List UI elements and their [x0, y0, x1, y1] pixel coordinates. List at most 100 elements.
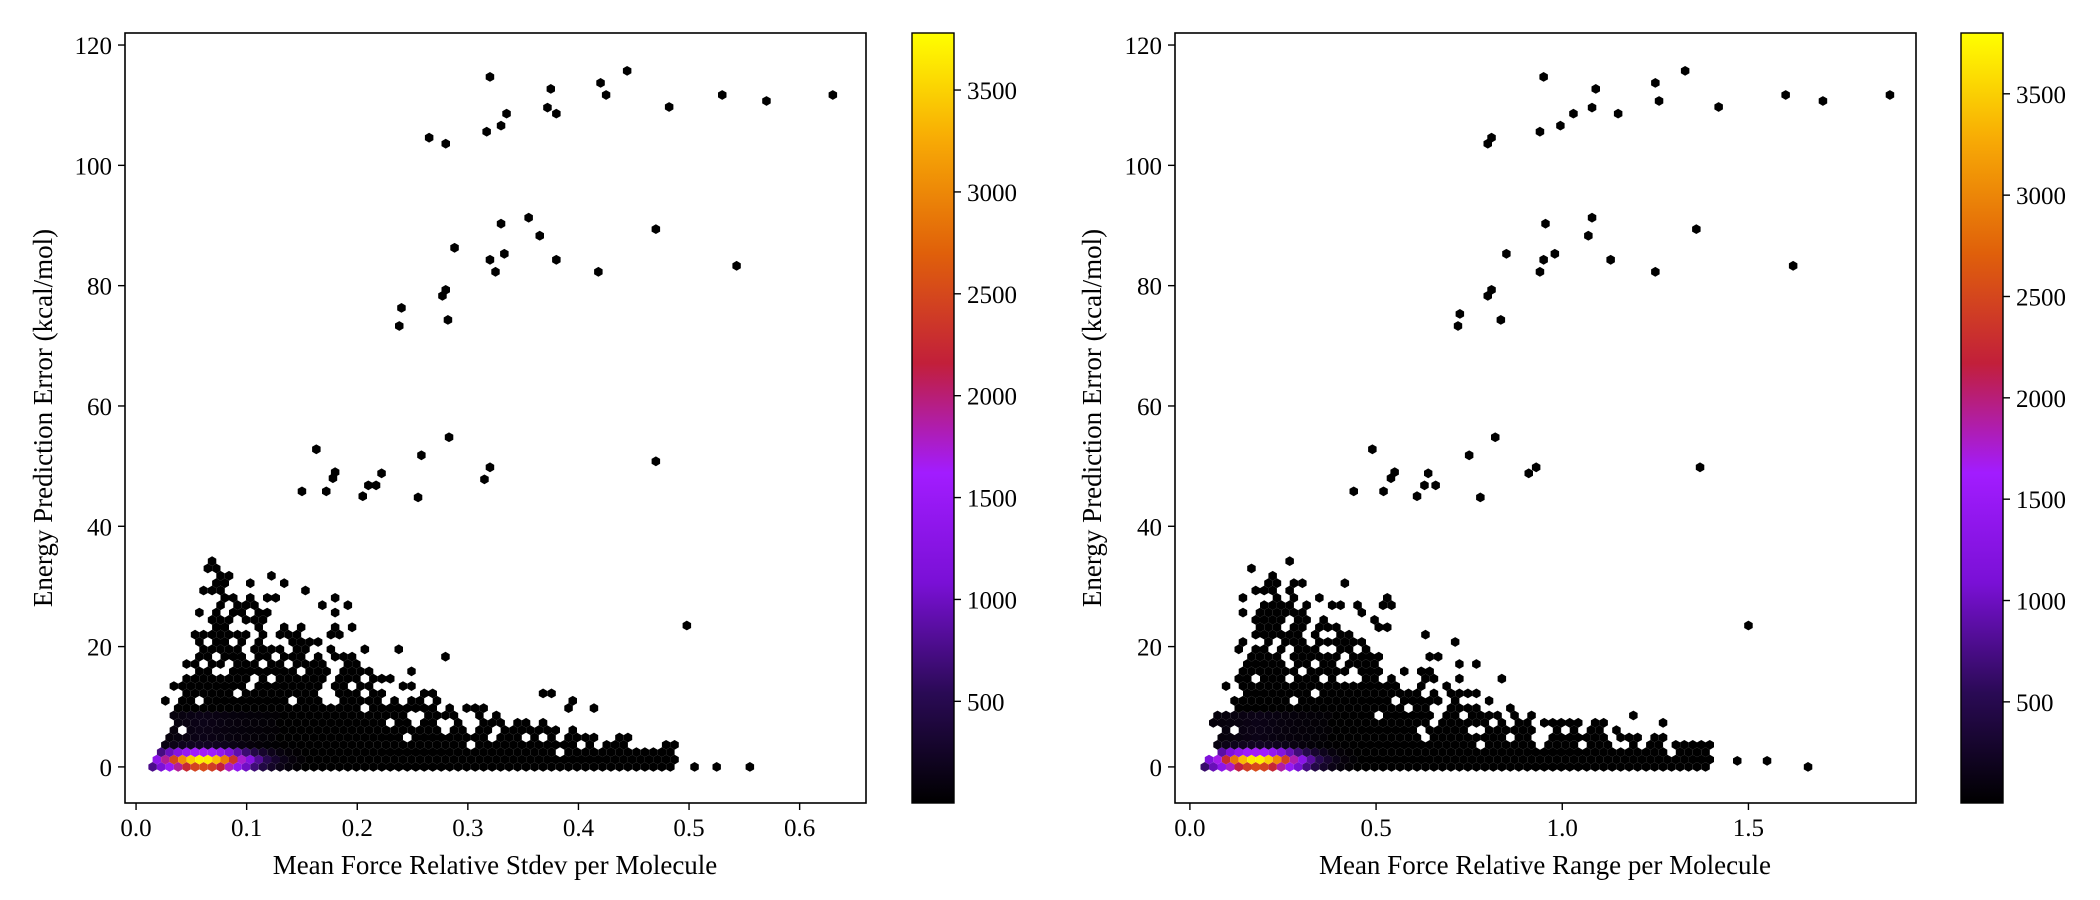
hexbin	[1366, 651, 1375, 662]
hexbin	[1446, 688, 1456, 699]
hexbin	[1395, 703, 1405, 713]
hexbin	[1319, 688, 1328, 699]
hexbin	[178, 695, 187, 706]
hexbin	[1616, 732, 1625, 743]
hexbin	[1238, 754, 1248, 765]
hexbin	[267, 762, 276, 772]
hexbin	[594, 754, 603, 765]
hexbin	[1281, 725, 1290, 736]
hexbin	[1238, 666, 1248, 677]
hexbin	[1260, 673, 1269, 684]
hexbin	[657, 747, 667, 758]
hexbin	[1455, 747, 1464, 758]
hexbin	[288, 710, 297, 721]
hexbin	[1226, 717, 1235, 728]
hexbin	[305, 681, 314, 691]
hexbin-outlier	[1818, 96, 1828, 106]
hexbin	[1247, 725, 1256, 736]
hexbin-outlier	[732, 260, 741, 271]
hexbin	[1421, 629, 1430, 640]
hexbin	[258, 688, 268, 699]
hexbin	[1340, 695, 1350, 706]
hexbin	[1366, 710, 1375, 721]
hexbin	[347, 622, 357, 633]
hexbin	[1293, 732, 1303, 743]
hexbin-outlier	[377, 468, 386, 479]
hexbin	[241, 717, 251, 728]
hexbin	[1327, 659, 1337, 669]
hexbin-outlier	[1487, 285, 1496, 295]
hexbin-outlier	[444, 432, 454, 443]
hexbin	[1268, 570, 1277, 581]
hexbin	[296, 651, 306, 662]
hexbin	[526, 725, 535, 736]
hexbin	[216, 570, 225, 581]
hexbin	[1238, 681, 1248, 691]
hexbin	[1268, 688, 1277, 699]
hexbin	[207, 659, 217, 669]
hexbin	[267, 732, 276, 743]
hexbin	[1349, 695, 1358, 706]
hexbin	[1497, 717, 1507, 728]
hexbin	[292, 688, 302, 699]
hexbin	[1251, 732, 1260, 743]
hexbin	[1260, 585, 1269, 596]
hexbin	[241, 673, 251, 684]
hexbin	[318, 732, 327, 743]
hexbin	[1459, 725, 1468, 736]
hexbin	[1646, 754, 1655, 765]
hexbin	[1306, 740, 1316, 750]
hexbin	[1319, 615, 1328, 625]
hexbin	[182, 673, 191, 684]
hexbin	[1404, 688, 1413, 699]
hexbin	[250, 703, 259, 713]
hexbin	[1374, 725, 1383, 736]
hexbin	[1285, 747, 1294, 758]
hexbin-outlier	[485, 254, 495, 265]
hexbin	[1251, 717, 1260, 728]
hexbin	[1395, 762, 1405, 772]
hexbin	[1680, 754, 1689, 765]
hexbin	[479, 732, 488, 743]
hexbin	[1616, 762, 1625, 772]
hexbin	[343, 673, 353, 684]
colorbar-tick-label: 1500	[2016, 487, 2066, 514]
hexbin	[1276, 659, 1286, 669]
hexbin	[195, 710, 204, 721]
hexbin	[1285, 732, 1294, 743]
hexbin	[313, 651, 323, 662]
hexbin	[513, 717, 522, 728]
hexbin-outlier	[1379, 486, 1388, 497]
hexbin	[1599, 747, 1608, 758]
hexbin	[377, 732, 386, 743]
hexbin	[513, 732, 522, 743]
hexbin	[1251, 688, 1260, 699]
hexbin	[190, 747, 200, 758]
hexbin	[1306, 754, 1316, 765]
hexbin-outlier	[496, 218, 506, 229]
hexbin	[1438, 762, 1447, 772]
hexbin	[161, 695, 170, 706]
hexbin	[1344, 659, 1354, 669]
hexbin	[437, 732, 446, 743]
hexbin	[156, 762, 166, 772]
hexbin	[1268, 717, 1277, 728]
hexbin	[313, 740, 323, 750]
hexbin	[275, 747, 285, 758]
hexbin	[352, 673, 361, 684]
hexbin	[1680, 740, 1689, 750]
hexbin	[1327, 600, 1337, 611]
hexbin	[1400, 754, 1409, 765]
hexbin	[1340, 681, 1350, 691]
hexbin	[377, 747, 386, 758]
hexbin	[1395, 747, 1405, 758]
hexbin	[1433, 740, 1443, 750]
hexbin	[1276, 703, 1286, 713]
hexbin	[280, 622, 289, 633]
hexbin-outlier	[1613, 108, 1623, 119]
colorbar-tick-label: 1500	[967, 486, 1017, 513]
hexbin	[1446, 732, 1456, 743]
hexbin	[280, 681, 289, 691]
hexbin	[288, 666, 297, 677]
hexbin	[1476, 754, 1485, 765]
